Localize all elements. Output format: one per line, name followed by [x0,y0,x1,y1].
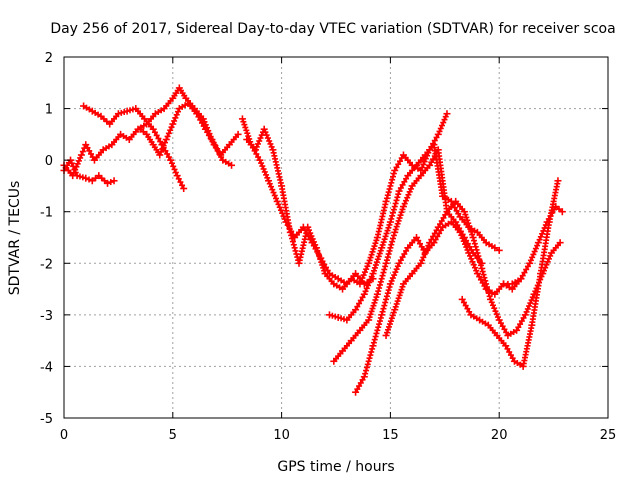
x-axis-label: GPS time / hours [277,459,394,475]
series-arc-4 [136,99,236,169]
series-trace [333,147,483,362]
x-tick-label: 15 [382,428,399,443]
series-trace [63,86,239,177]
y-tick-label: -3 [40,309,53,324]
series-trace [139,102,232,166]
y-tick-label: 1 [45,103,53,118]
y-tick-label: 2 [45,51,53,66]
series-arc-7 [325,141,503,324]
chart-title: Day 256 of 2017, Sidereal Day-to-day VTE… [50,21,615,37]
y-tick-label: -1 [40,206,53,221]
x-tick-label: 20 [491,428,508,443]
series-arc-9 [352,218,525,396]
x-tick-label: 5 [169,428,177,443]
x-tick-label: 25 [600,428,617,443]
data-layer [60,84,566,396]
series-trace [241,118,374,285]
series-arc-2 [60,84,242,180]
y-tick-label: 0 [45,154,53,169]
x-tick-label: 10 [273,428,290,443]
plot-frame [63,56,609,419]
y-axis-label: SDTVAR / TECUs [7,181,23,296]
y-tick-label: -4 [40,360,53,375]
y-tick-label: -2 [40,257,53,272]
series-arc-10 [382,197,564,339]
series-arc-6 [243,110,451,293]
x-tick-label: 0 [60,428,68,443]
series-arc-3 [80,102,188,193]
y-tick-label: -5 [40,412,53,427]
series-arc-8 [330,146,486,365]
tick-layer: 0 5 10 15 20 25 -5 -4 -3 -2 -1 0 1 2 [40,51,616,443]
series-arc-12 [500,203,566,293]
